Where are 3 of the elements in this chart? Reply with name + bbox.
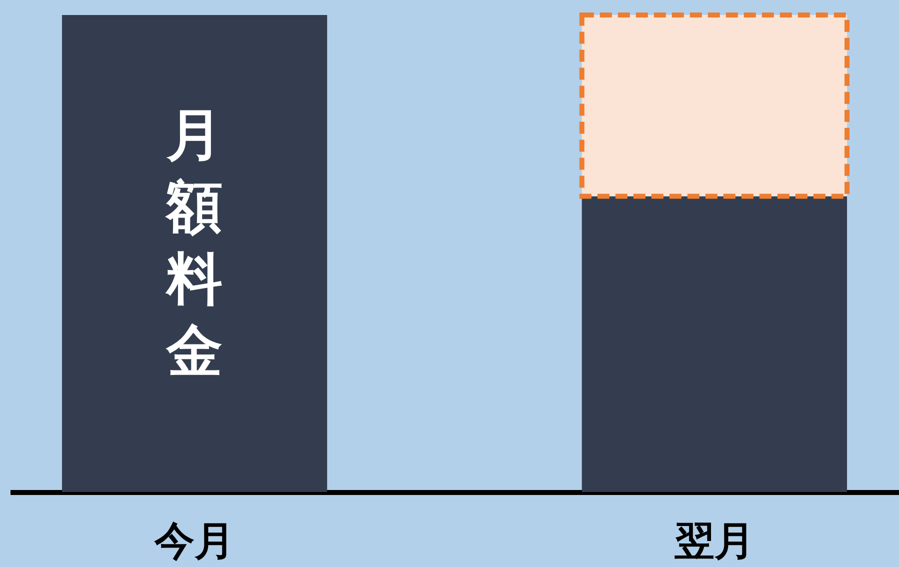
x-tick-label: 翌月 [674, 518, 754, 564]
annotation: 月額料金 [164, 103, 223, 384]
x-tick-label: 今月 [154, 518, 235, 564]
